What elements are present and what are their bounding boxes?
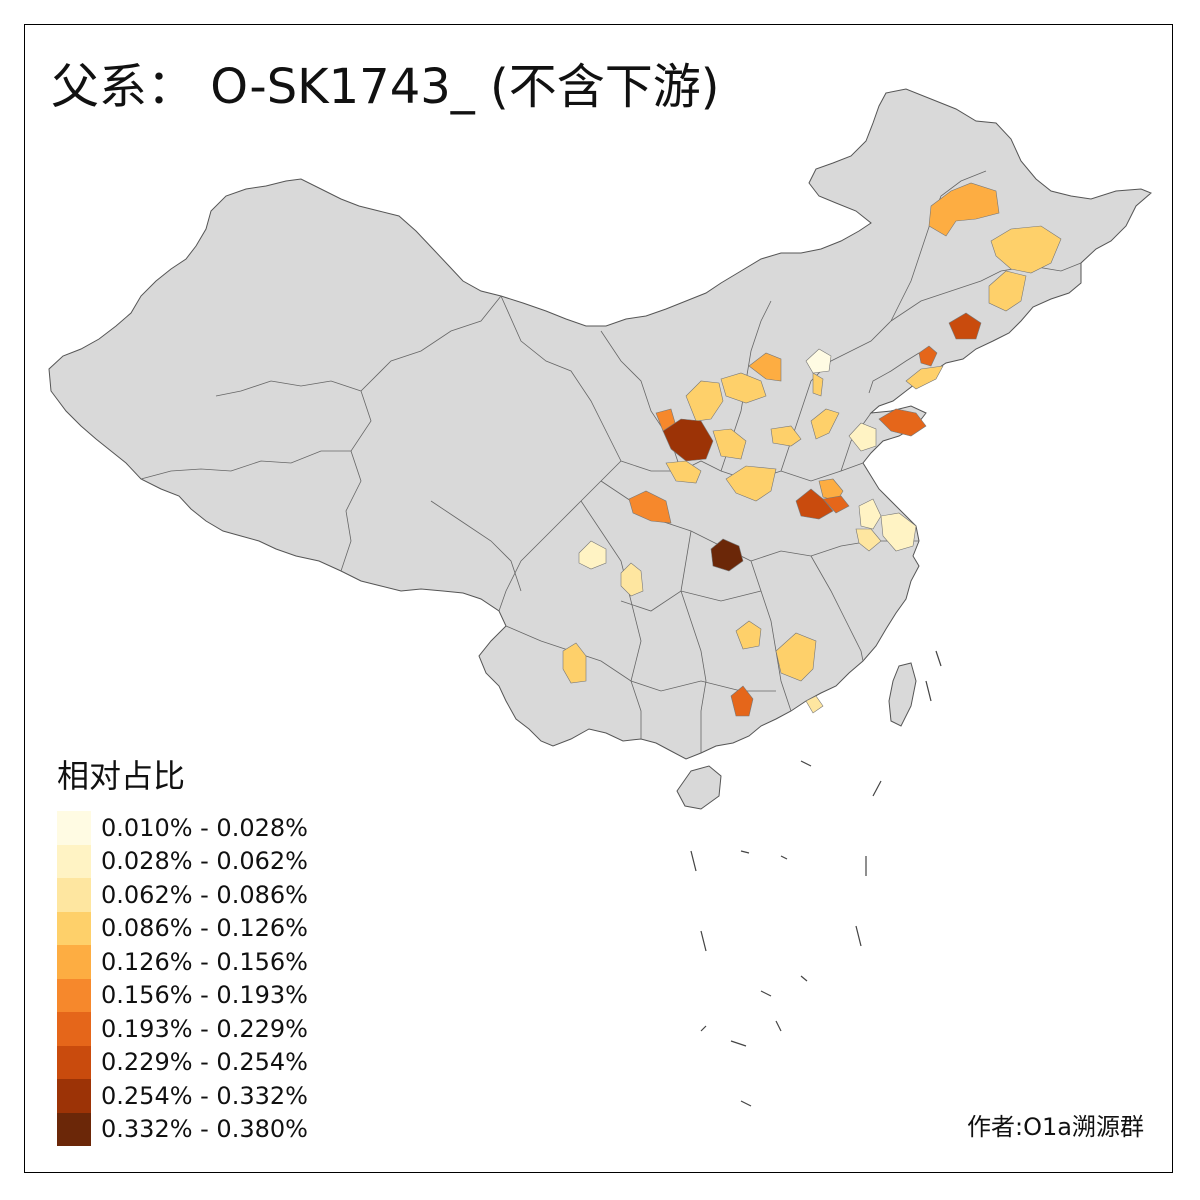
region-shandong-east [878, 408, 927, 437]
prefecture-patches [562, 182, 1062, 717]
region-hubei [710, 538, 744, 572]
legend-swatch [57, 1079, 91, 1113]
region-jilin [988, 270, 1027, 312]
legend-label: 0.332% - 0.380% [101, 1115, 308, 1144]
legend-item: 0.332% - 0.380% [57, 1112, 308, 1146]
region-guangdong-east [805, 695, 824, 714]
legend-item: 0.156% - 0.193% [57, 978, 308, 1012]
region-liaoning-south-2 [905, 365, 944, 390]
legend-item: 0.086% - 0.126% [57, 911, 308, 945]
region-yunnan [562, 642, 587, 684]
region-heilongjiang-west [928, 182, 1000, 237]
legend-swatch [57, 911, 91, 945]
region-shaanxi-south [665, 460, 702, 484]
legend-label: 0.254% - 0.332% [101, 1081, 308, 1110]
legend: 相对占比 0.010% - 0.028% 0.028% - 0.062% 0.062… [57, 751, 308, 1146]
legend-label: 0.229% - 0.254% [101, 1048, 308, 1077]
legend-item: 0.126% - 0.156% [57, 945, 308, 979]
author-credit: 作者:O1a溯源群 [967, 1113, 1144, 1141]
region-guangxi [730, 685, 754, 717]
legend-label: 0.028% - 0.062% [101, 847, 308, 876]
legend-item: 0.193% - 0.229% [57, 1012, 308, 1046]
region-shanxi-east [770, 425, 802, 447]
map-title: 父系： O-SK1743_ (不含下游) [51, 59, 720, 115]
region-jiangsu-1 [858, 498, 882, 530]
legend-label: 0.062% - 0.086% [101, 880, 308, 909]
region-heilongjiang-central [990, 225, 1062, 274]
legend-item: 0.028% - 0.062% [57, 844, 308, 878]
legend-label: 0.193% - 0.229% [101, 1014, 308, 1043]
legend-swatch [57, 844, 91, 878]
legend-title: 相对占比 [57, 757, 186, 795]
legend-swatch [57, 1045, 91, 1079]
legend-swatch [57, 1012, 91, 1046]
region-beijing [805, 348, 832, 374]
region-henan-west [725, 465, 777, 502]
region-shaanxi-core [662, 418, 714, 462]
region-hunan [735, 620, 762, 650]
legend-swatch [57, 811, 91, 845]
region-henan-east-2 [795, 488, 834, 520]
legend-label: 0.010% - 0.028% [101, 813, 308, 842]
region-sichuan-south [620, 562, 644, 597]
legend-label: 0.086% - 0.126% [101, 914, 308, 943]
hainan-island [676, 765, 722, 810]
region-henan-east-3 [822, 495, 850, 514]
mainland-landmass [48, 88, 1152, 760]
region-sichuan-west [578, 540, 607, 570]
region-anhui [855, 528, 882, 552]
legend-item: 0.254% - 0.332% [57, 1079, 308, 1113]
region-shanxi-central [712, 428, 747, 460]
region-jiangsu-2 [880, 512, 917, 552]
legend-rows: 0.010% - 0.028% 0.028% - 0.062% 0.062% - 0… [57, 811, 308, 1146]
legend-swatch [57, 878, 91, 912]
region-hebei-south [810, 408, 840, 440]
taiwan-island [888, 662, 917, 727]
legend-label: 0.126% - 0.156% [101, 947, 308, 976]
legend-swatch [57, 945, 91, 979]
region-inner-mongolia-2 [720, 372, 767, 404]
south-sea-islands [690, 650, 942, 1107]
region-liaoning-south-1 [918, 345, 938, 367]
region-liaoning-east [948, 312, 982, 340]
region-hebei-north [812, 372, 824, 397]
region-shandong-west [848, 422, 877, 452]
region-inner-mongolia-1 [748, 352, 782, 382]
legend-item: 0.010% - 0.028% [57, 811, 308, 845]
legend-item: 0.229% - 0.254% [57, 1045, 308, 1079]
legend-item: 0.062% - 0.086% [57, 878, 308, 912]
legend-swatch [57, 1112, 91, 1146]
region-gansu-south [628, 490, 672, 524]
map-frame: 父系： O-SK1743_ (不含下游) 相对占比 0.010% - 0.028… [24, 24, 1173, 1173]
china-map [48, 88, 1152, 1107]
legend-swatch [57, 978, 91, 1012]
legend-label: 0.156% - 0.193% [101, 981, 308, 1010]
region-jiangxi [775, 632, 817, 682]
